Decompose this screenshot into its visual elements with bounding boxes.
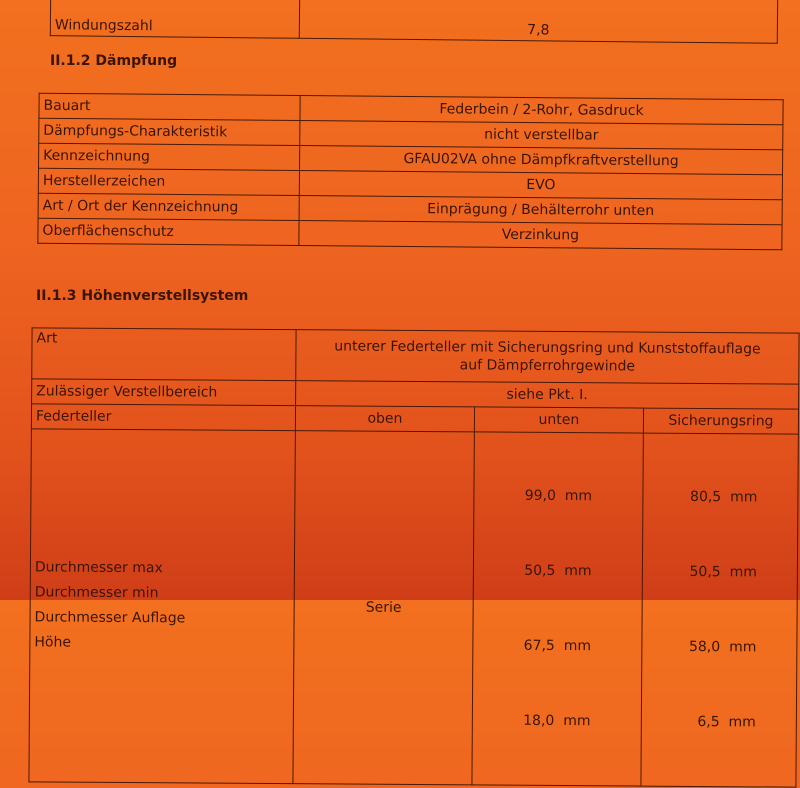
art-value: unterer Federteller mit Sicherungsring u… xyxy=(295,329,800,385)
row-label: Durchmesser Auflage xyxy=(34,609,186,627)
header-sicherungsring: Sicherungsring xyxy=(643,408,799,435)
damping-table: Bauart Federbein / 2-Rohr, Gasdruck Dämpfu… xyxy=(37,93,784,250)
section-title-daempfung: II.1.2 Dämpfung xyxy=(50,53,178,69)
row-label: Durchmesser min xyxy=(34,584,159,602)
row-label: Höhe xyxy=(34,634,72,651)
unten-value: 50,5 mm xyxy=(524,562,592,580)
unten-value: 67,5 mm xyxy=(523,637,592,655)
windungszahl-value: 7,8 xyxy=(299,0,778,44)
oben-value: Serie xyxy=(292,430,475,785)
unten-values: 99,0 mm 50,5 mm 67,5 mm 18,0 mm xyxy=(471,431,644,787)
row-label: Herstellerzeichen xyxy=(38,168,300,196)
ring-value: 58,0 mm xyxy=(688,638,757,656)
art-label: Art xyxy=(31,327,297,381)
ring-value: 6,5 mm xyxy=(697,713,756,731)
range-label: Zulässiger Verstellbereich xyxy=(31,378,296,406)
windungszahl-label: Windungszahl xyxy=(50,0,300,39)
ring-value: 50,5 mm xyxy=(689,563,757,581)
spring-table: Windungszahl 7,8 xyxy=(50,0,778,44)
row-label: Art / Ort der Kennzeichnung xyxy=(38,193,300,221)
row-label: Durchmesser max xyxy=(34,559,163,577)
table-row: Oberflächenschutz Verzinkung xyxy=(37,218,783,250)
unten-value: 99,0 mm xyxy=(524,487,593,505)
range-value: siehe Pkt. I. xyxy=(295,380,799,410)
header-unten: unten xyxy=(474,406,644,434)
height-adjust-table: Art unterer Federteller mit Sicherungsri… xyxy=(28,327,800,788)
unten-value: 18,0 mm xyxy=(523,712,591,730)
art-value-line-1: unterer Federteller mit Sicherungsring u… xyxy=(334,338,761,358)
art-value-line-2: auf Dämpferrohrgewinde xyxy=(459,357,636,375)
header-oben: oben xyxy=(295,405,475,432)
row-labels: Durchmesser max Durchmesser min Durchmes… xyxy=(28,428,296,784)
row-value: Verzinkung xyxy=(298,220,783,250)
row-label: Bauart xyxy=(38,93,301,121)
ring-value: 80,5 mm xyxy=(690,488,758,506)
header-federteller: Federteller xyxy=(31,403,296,431)
row-label: Dämpfungs-Charakteristik xyxy=(38,118,300,146)
section-title-hoehenverstellsystem: II.1.3 Höhenverstellsystem xyxy=(36,288,249,304)
row-label: Kennzeichnung xyxy=(38,143,300,171)
row-label: Oberflächenschutz xyxy=(37,218,300,246)
ring-values: 80,5 mm 50,5 mm 58,0 mm 6,5 mm xyxy=(640,433,799,788)
